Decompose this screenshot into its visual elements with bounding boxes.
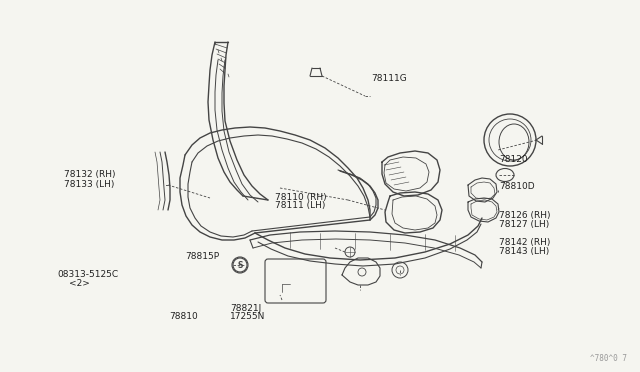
Text: 78111G: 78111G [371, 74, 407, 83]
Text: 78133 (LH): 78133 (LH) [64, 180, 115, 189]
Text: 17255N: 17255N [230, 312, 266, 321]
Text: 78810D: 78810D [499, 182, 535, 190]
Text: ^780^0 7: ^780^0 7 [590, 354, 627, 363]
Text: 78132 (RH): 78132 (RH) [64, 170, 115, 179]
Text: <2>: <2> [69, 279, 90, 288]
Text: 78143 (LH): 78143 (LH) [499, 247, 550, 256]
Text: 78142 (RH): 78142 (RH) [499, 238, 550, 247]
Text: 78126 (RH): 78126 (RH) [499, 211, 550, 220]
Text: 08313-5125C: 08313-5125C [58, 270, 119, 279]
Text: 78110 (RH): 78110 (RH) [275, 193, 327, 202]
Text: 78815P: 78815P [186, 252, 220, 261]
Text: S: S [237, 260, 243, 269]
Text: 78120: 78120 [499, 155, 528, 164]
Text: 78821J: 78821J [230, 304, 262, 312]
Text: 78810: 78810 [170, 312, 198, 321]
Text: 78127 (LH): 78127 (LH) [499, 220, 550, 229]
Text: 78111 (LH): 78111 (LH) [275, 201, 326, 210]
